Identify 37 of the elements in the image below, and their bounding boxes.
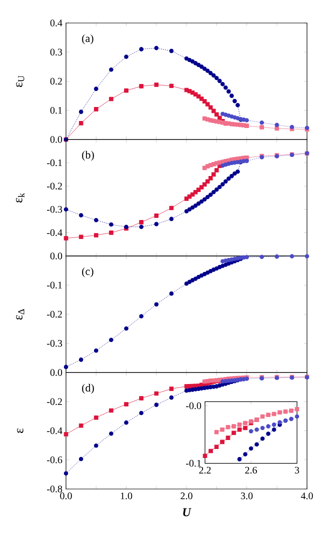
x-tick-label: 1.0 (120, 492, 132, 500)
x-tick-label: 2.0 (180, 492, 192, 500)
y-tick-label: -0.3 (47, 340, 62, 347)
annotation: (a) (82, 34, 94, 44)
y-tick-label: -0.8 (47, 486, 62, 492)
y-tick-label: -0.0 (186, 402, 202, 410)
y-tick-label: 0.4 (50, 20, 62, 26)
y-tick-label: -0.1 (47, 282, 62, 289)
y-tick-label: -0.4 (47, 229, 62, 236)
y-tick-label: 0.0 (50, 136, 62, 143)
x-axis-title: U (183, 508, 192, 516)
y-tick-label: -0.4 (47, 427, 62, 434)
y-tick-label: 0.0 (50, 252, 62, 260)
annotation: (c) (82, 267, 94, 278)
y-tick-label: 0.1 (50, 106, 62, 114)
x-tick-label: 2.2 (199, 466, 211, 474)
y-tick-label: -0.2 (47, 398, 62, 406)
annotation: (b) (82, 150, 94, 161)
y-tick-label: 0.0 (50, 369, 62, 376)
y-tick-label: -0.3 (47, 206, 62, 213)
y-tick-label: 0.2 (50, 78, 62, 85)
annotation: (d) (82, 384, 94, 394)
y-axis-title: ε$_{U}$ (16, 76, 24, 88)
y-axis-title: ε$_{k}$ (16, 192, 24, 202)
x-tick-label: 2.6 (245, 466, 257, 474)
x-tick-label: 4.0 (300, 492, 313, 500)
y-tick-label: 0.3 (50, 48, 62, 56)
y-axis-title: ε (17, 428, 24, 433)
y-axis-title: ε$_{Δ}$ (16, 309, 24, 320)
x-tick-label: 0.0 (60, 492, 72, 500)
y-tick-label: -0.2 (47, 182, 62, 190)
y-tick-label: -0.6 (47, 456, 62, 464)
y-tick-label: -0.1 (47, 159, 62, 166)
y-tick-label: -0.1 (186, 460, 201, 467)
x-tick-label: 3 (294, 466, 300, 474)
y-tick-label: -0.2 (47, 310, 62, 318)
x-tick-label: 3.0 (240, 492, 253, 500)
